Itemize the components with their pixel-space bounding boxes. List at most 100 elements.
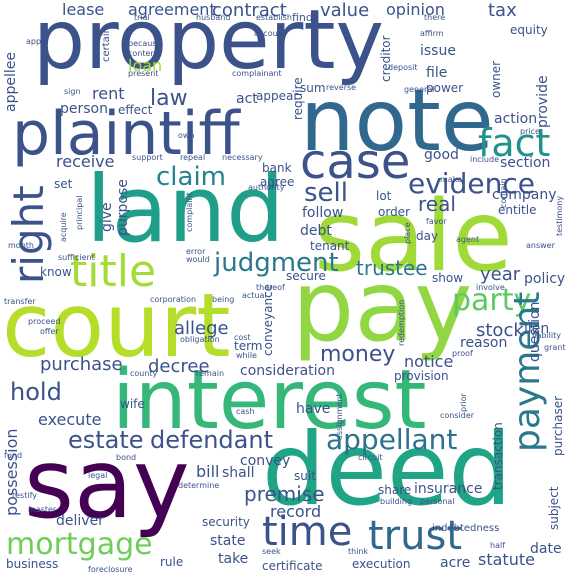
word-follow: follow [302, 205, 344, 221]
word-there: there [424, 13, 446, 22]
word-husband: husband [196, 13, 231, 22]
word-court: court [2, 274, 231, 377]
word-good: good [424, 147, 459, 163]
word-would: would [186, 255, 210, 264]
word-loan: loan [128, 56, 163, 75]
word-execution: execution [352, 557, 411, 571]
word-appear: appear [256, 89, 299, 103]
word-plaintiff: plaintiff [12, 99, 240, 169]
word-give: give [99, 202, 115, 232]
word-evidence: evidence [408, 167, 535, 200]
word-state: state [210, 533, 246, 549]
word-involve: involve [476, 283, 505, 292]
word-general: general [404, 85, 435, 94]
word-judgment: judgment [214, 248, 339, 278]
word-provide: provide [535, 75, 551, 128]
word-year: year [480, 264, 521, 285]
word-grant: grant [544, 343, 566, 352]
word-agree: agree [260, 175, 295, 189]
word-agreement: agreement [128, 0, 216, 19]
word-deliver: deliver [56, 513, 104, 529]
word-party: party [452, 283, 532, 318]
word-tax: tax [488, 0, 517, 21]
word-shall: shall [222, 465, 255, 481]
word-place: place [403, 222, 412, 244]
word-issue: issue [420, 43, 456, 59]
word-receive: receive [56, 152, 115, 171]
word-seek: seek [262, 547, 281, 556]
word-secure: secure [286, 269, 326, 283]
word-certain: certain [101, 27, 112, 62]
word-suit: suit [294, 469, 316, 483]
word-bank: bank [262, 161, 292, 175]
word-rent: rent [92, 84, 125, 103]
word-fact: fact [478, 121, 551, 165]
word-contend: contend [128, 49, 161, 58]
word-trustee: trustee [356, 256, 428, 280]
word-power: power [426, 81, 464, 95]
word-statute: statute [478, 550, 535, 569]
word-act: act [236, 91, 258, 107]
word-business: business [6, 557, 59, 571]
word-law: law [150, 86, 188, 111]
word-hold: hold [10, 378, 62, 406]
word-title: title [70, 246, 157, 297]
word-property: property [33, 0, 385, 88]
word-tenant: tenant [310, 239, 350, 253]
word-case: case [300, 134, 411, 190]
word-premise: premise [244, 482, 325, 506]
word-corporation: corporation [150, 295, 197, 304]
word-lot: lot [376, 189, 392, 203]
word-proof: proof [452, 349, 473, 358]
word-deed: deed [262, 411, 512, 528]
word-bill: bill [196, 462, 220, 481]
word-acquire: acquire [59, 212, 68, 242]
word-interest: interest [112, 353, 427, 448]
word-allege: allege [174, 318, 229, 339]
word-indebtedness: indebtedness [432, 523, 500, 534]
word-purchaser: purchaser [551, 395, 565, 456]
word-term: term [234, 339, 263, 353]
word-testify: testify [12, 491, 37, 500]
word-sum: sum [300, 81, 326, 95]
word-county: county [130, 369, 158, 378]
word-person: person [60, 101, 108, 117]
word-thereof: thereof [256, 283, 285, 292]
word-being: being [212, 295, 235, 304]
word-apply: apply [26, 37, 49, 46]
word-show: show [432, 271, 464, 285]
word-prior: prior [459, 393, 468, 412]
word-assignment: assignment [335, 393, 344, 440]
word-value: value [320, 0, 370, 21]
word-lien: lien [524, 321, 550, 337]
word-trust: trust [368, 513, 463, 559]
word-actual: actual [242, 291, 267, 300]
word-effect: effect [118, 103, 153, 117]
word-acre: acre [440, 555, 471, 571]
word-know: know [40, 265, 72, 279]
word-contract: contract [212, 0, 287, 21]
word-certificate: certificate [262, 559, 323, 573]
word-appellant: appellant [326, 423, 458, 456]
word-wife: wife [120, 397, 145, 411]
word-pay: pay [292, 250, 473, 364]
word-subject: subject [547, 486, 561, 531]
word-consideration: consideration [240, 363, 335, 379]
word-policy: policy [524, 271, 566, 287]
word-day: day [416, 229, 439, 243]
word-error: error [186, 247, 206, 256]
word-possession: possession [2, 428, 21, 516]
word-half: half [490, 541, 506, 550]
word-trial: trial [134, 13, 150, 22]
word-have: have [296, 401, 331, 417]
word-set: set [54, 177, 73, 191]
word-offer: offer [40, 327, 59, 336]
word-owner: owner [489, 60, 503, 98]
word-decree: decree [148, 356, 210, 377]
word-convey: convey [240, 453, 291, 469]
word-section: section [500, 155, 551, 171]
word-because: because [128, 39, 162, 48]
word-deposit: deposit [388, 63, 418, 72]
word-order: order [378, 205, 410, 219]
